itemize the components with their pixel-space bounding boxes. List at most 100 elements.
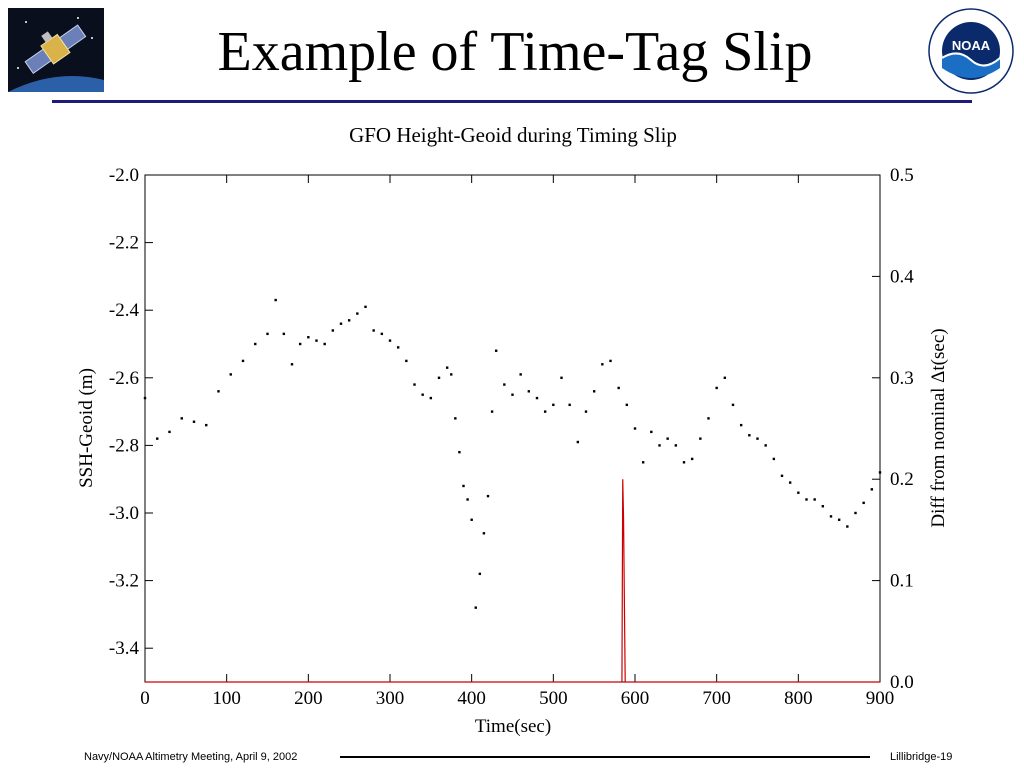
data-point xyxy=(323,342,326,346)
x-tick-label: 300 xyxy=(376,688,405,709)
data-point xyxy=(576,440,580,444)
data-point xyxy=(837,518,841,521)
data-point xyxy=(298,342,302,346)
x-axis-label: Time(sec) xyxy=(475,716,551,737)
data-point xyxy=(266,332,269,336)
y2-tick-label: 0.2 xyxy=(890,469,914,490)
data-point xyxy=(396,346,400,349)
data-point xyxy=(862,501,865,505)
x-tick-label: 0 xyxy=(140,688,150,709)
data-point xyxy=(217,390,220,393)
data-point xyxy=(699,437,702,440)
series-dt-diff xyxy=(145,479,880,683)
data-point xyxy=(625,403,629,407)
data-point xyxy=(764,444,767,447)
y-axis-label: SSH-Geoid (m) xyxy=(76,368,97,488)
footer-page: Lillibridge-19 xyxy=(890,751,953,763)
x-tick-label: 500 xyxy=(539,688,568,709)
data-point xyxy=(666,437,669,440)
x-tick-label: 600 xyxy=(621,688,650,709)
x-axis-ticks: 0 100 200 300 400 500 600 700 800 900 xyxy=(140,175,894,709)
data-point xyxy=(772,457,776,461)
y2-tick-label: 0.4 xyxy=(890,266,914,287)
data-point xyxy=(180,417,183,420)
data-point xyxy=(797,491,800,494)
data-point xyxy=(450,373,453,376)
data-point xyxy=(674,444,678,447)
data-point xyxy=(482,532,486,535)
y2-tick-label: 0.5 xyxy=(890,165,914,186)
data-point xyxy=(241,359,245,363)
data-point xyxy=(617,386,620,390)
data-point xyxy=(641,461,645,464)
data-point xyxy=(454,417,457,420)
data-point xyxy=(723,376,727,379)
x-tick-label: 700 xyxy=(702,688,731,709)
y2-tick-label: 0.1 xyxy=(890,571,914,592)
data-point xyxy=(474,606,477,609)
y2-axis-label: Diff from nominal Δt(sec) xyxy=(928,328,949,527)
data-point xyxy=(731,403,735,407)
data-point xyxy=(437,376,441,379)
data-point xyxy=(429,396,433,400)
chart-title: GFO Height-Geoid during Timing Slip xyxy=(349,123,677,147)
y-axis-ticks: -2.0 -2.2 -2.4 -2.6 -2.8 -3.0 -3.2 -3.4 xyxy=(109,165,153,659)
data-point xyxy=(739,423,743,427)
y-tick-label: -3.2 xyxy=(109,571,139,592)
y-tick-label: -2.4 xyxy=(109,300,140,321)
data-point xyxy=(503,383,506,386)
data-point xyxy=(168,430,171,434)
y2-tick-label: 0.0 xyxy=(890,672,914,693)
data-point xyxy=(466,498,469,501)
data-point xyxy=(445,366,449,369)
data-point xyxy=(339,322,343,325)
data-point xyxy=(601,363,604,366)
title-divider xyxy=(52,100,972,103)
data-point xyxy=(707,417,710,420)
noaa-logo: NOAA xyxy=(928,8,1014,94)
data-point xyxy=(388,339,392,342)
satellite-logo xyxy=(8,8,104,92)
data-point xyxy=(229,373,232,376)
y-tick-label: -2.2 xyxy=(109,233,139,254)
y-tick-label: -2.8 xyxy=(109,435,139,456)
data-point xyxy=(156,437,159,440)
data-point xyxy=(511,393,514,396)
y-tick-label: -3.0 xyxy=(109,503,139,524)
data-point xyxy=(462,484,465,488)
series-ssh-geoid xyxy=(143,298,882,609)
data-point xyxy=(878,471,882,474)
data-point xyxy=(274,298,277,302)
data-point xyxy=(854,511,857,515)
data-point xyxy=(315,339,318,342)
data-point xyxy=(380,332,384,336)
data-point xyxy=(543,410,547,413)
data-point xyxy=(331,329,335,332)
data-point xyxy=(192,420,196,423)
data-point xyxy=(372,329,375,332)
x-tick-label: 900 xyxy=(866,688,895,709)
data-point xyxy=(690,457,694,461)
data-point xyxy=(780,474,784,478)
data-point xyxy=(405,359,408,363)
y-tick-label: -2.0 xyxy=(109,165,139,186)
data-point xyxy=(490,410,494,413)
data-point xyxy=(478,572,482,576)
data-point xyxy=(748,434,751,437)
y2-tick-label: 0.3 xyxy=(890,368,914,389)
data-point xyxy=(715,386,718,390)
data-point xyxy=(682,461,686,464)
data-point xyxy=(356,312,359,315)
data-point xyxy=(805,498,808,501)
x-tick-label: 100 xyxy=(212,688,241,709)
data-point xyxy=(364,305,367,309)
data-point xyxy=(347,319,351,322)
data-point xyxy=(421,393,424,396)
data-point xyxy=(282,332,286,336)
data-point xyxy=(560,376,563,379)
plot-frame xyxy=(144,174,881,683)
data-point xyxy=(470,518,473,521)
x-tick-label: 200 xyxy=(294,688,323,709)
data-point xyxy=(254,342,257,346)
data-point xyxy=(584,410,588,413)
